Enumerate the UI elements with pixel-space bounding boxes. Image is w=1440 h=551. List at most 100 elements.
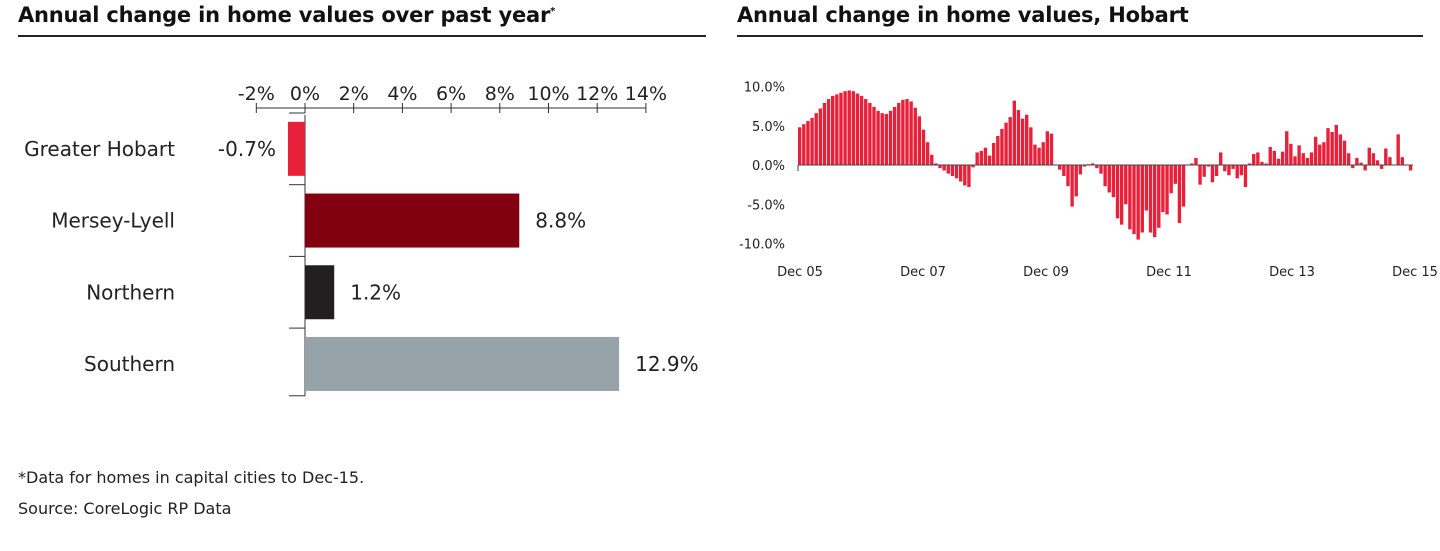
monthly-bar <box>1330 132 1334 165</box>
monthly-bar <box>851 91 856 165</box>
monthly-bar <box>1144 165 1149 211</box>
category-label: Southern <box>84 352 175 376</box>
monthly-bar <box>1313 136 1318 165</box>
monthly-bar <box>1000 128 1004 165</box>
monthly-bar <box>843 91 847 165</box>
monthly-bar <box>1099 165 1103 174</box>
monthly-bar <box>1025 114 1029 165</box>
monthly-bar <box>826 99 831 165</box>
monthly-bar <box>1020 118 1025 165</box>
monthly-bar <box>930 154 934 165</box>
monthly-bar <box>1363 165 1367 171</box>
monthly-bar <box>880 113 884 165</box>
monthly-bar <box>1091 163 1095 165</box>
x-tick-label: 8% <box>485 83 515 105</box>
monthly-bar <box>1396 134 1400 165</box>
monthly-bar <box>1367 147 1371 165</box>
monthly-bar <box>1062 165 1066 176</box>
monthly-bar <box>983 147 988 165</box>
monthly-bar <box>1074 165 1078 197</box>
monthly-bar <box>1128 165 1132 230</box>
bar-mersey-lyell <box>305 193 520 248</box>
bar-southern <box>305 336 620 391</box>
monthly-bar <box>1219 152 1223 165</box>
y-tick-label: 0.0% <box>752 159 785 174</box>
monthly-bar <box>1132 165 1136 235</box>
monthly-bar <box>1223 165 1227 172</box>
x-tick-label: Dec 09 <box>1023 265 1069 280</box>
x-tick-label: 2% <box>339 83 369 105</box>
monthly-bar <box>1260 161 1264 165</box>
monthly-bar <box>1289 143 1293 166</box>
x-tick-label: Dec 11 <box>1146 265 1192 280</box>
value-label: 8.8% <box>535 209 586 233</box>
monthly-bar <box>1190 163 1194 165</box>
y-tick-label: 10.0% <box>744 81 785 96</box>
monthly-bar <box>1351 165 1355 169</box>
x-tick-label: 14% <box>625 83 667 105</box>
value-label: 1.2% <box>350 280 401 304</box>
monthly-bar <box>1297 145 1301 166</box>
monthly-bar <box>1318 144 1322 165</box>
monthly-bar <box>1037 147 1041 165</box>
monthly-bar <box>1388 157 1392 165</box>
monthly-bar <box>1165 165 1169 215</box>
monthly-bar <box>1082 165 1087 167</box>
monthly-bar <box>1012 100 1017 165</box>
monthly-bar <box>806 121 810 165</box>
monthly-bar <box>1252 154 1256 165</box>
monthly-bar <box>1285 131 1289 165</box>
right-chart-title: Annual change in home values, Hobart <box>737 3 1189 27</box>
left-chart-title-marker: * <box>550 6 556 17</box>
monthly-bar <box>1309 152 1314 165</box>
monthly-bar <box>1078 165 1083 175</box>
monthly-bar <box>1045 131 1050 165</box>
bar-northern <box>305 265 335 320</box>
monthly-bar <box>1198 165 1202 185</box>
monthly-bar <box>1210 165 1215 183</box>
monthly-bar <box>1338 134 1343 165</box>
y-tick-label: -5.0% <box>747 198 785 213</box>
monthly-bar <box>913 107 917 165</box>
monthly-bar <box>925 142 930 165</box>
monthly-bar <box>967 165 971 187</box>
monthly-bar <box>958 165 963 182</box>
monthly-bar <box>1400 157 1404 165</box>
monthly-bar <box>1276 158 1281 165</box>
x-tick-label: Dec 13 <box>1269 265 1315 280</box>
monthly-bar <box>1268 146 1272 165</box>
left-bar-chart: -2% 0% 2% 4% 6% 8% 10% 12% 14% Greater Hobart -0.7… <box>24 83 699 397</box>
monthly-bar <box>1124 165 1128 205</box>
monthly-bar <box>987 155 992 165</box>
x-tick-label: -2% <box>238 83 275 105</box>
monthly-bar <box>1107 165 1111 193</box>
monthly-bar <box>1322 142 1326 165</box>
monthly-bar <box>835 94 839 165</box>
monthly-bar <box>872 106 876 165</box>
monthly-bar <box>1227 165 1231 176</box>
monthly-bar <box>859 95 864 165</box>
monthly-bar <box>975 152 979 165</box>
monthly-bar <box>942 165 946 171</box>
monthly-bar <box>1004 122 1008 165</box>
monthly-bar <box>963 165 967 186</box>
monthly-bar <box>1256 152 1260 165</box>
monthly-bar <box>1066 165 1070 187</box>
monthly-bar <box>802 124 806 165</box>
monthly-bar <box>876 110 880 165</box>
monthly-bar <box>1231 165 1235 169</box>
x-tick-label: Dec 15 <box>1392 265 1438 280</box>
y-tick-label: -10.0% <box>739 238 785 253</box>
right-title-rule <box>737 35 1423 37</box>
y-tick-label: 5.0% <box>752 120 785 135</box>
monthly-bar <box>1181 165 1186 207</box>
monthly-bar <box>855 93 860 165</box>
monthly-bar <box>996 135 1000 165</box>
footnote-source: Source: CoreLogic RP Data <box>18 499 232 518</box>
x-tick-label: 10% <box>527 83 569 105</box>
monthly-bar <box>892 106 897 165</box>
monthly-bar <box>1359 162 1363 165</box>
monthly-bar <box>1173 165 1177 184</box>
monthly-bar <box>1239 165 1244 176</box>
monthly-bar <box>897 102 901 165</box>
